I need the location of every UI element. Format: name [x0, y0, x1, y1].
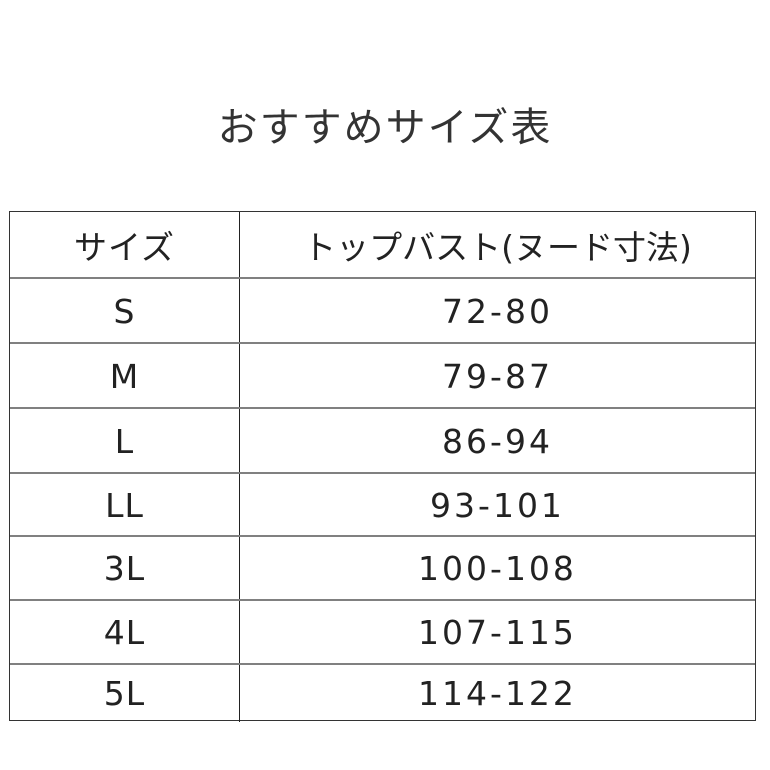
row-divider — [10, 535, 755, 537]
bust-cell: 79-87 — [442, 356, 553, 396]
row-divider — [10, 663, 755, 665]
row-divider — [10, 342, 755, 344]
table-row: M 79-87 — [10, 344, 755, 408]
size-cell: S — [10, 279, 240, 343]
row-divider — [10, 472, 755, 474]
size-cell: M — [10, 344, 240, 408]
table-row: 3L 100-108 — [10, 537, 755, 600]
size-cell: 4L — [10, 601, 240, 664]
table-row: LL 93-101 — [10, 474, 755, 536]
header-size: サイズ — [10, 212, 240, 278]
table-row: S 72-80 — [10, 279, 755, 343]
table-row: 5L 114-122 — [10, 665, 755, 722]
size-table: サイズ トップバスト(ヌード寸法) S 72-80 M 79-87 L 86-94 LL 93… — [9, 211, 756, 722]
bust-cell: 114-122 — [418, 674, 577, 713]
size-cell: 5L — [10, 665, 240, 722]
table-row: 4L 107-115 — [10, 601, 755, 664]
bust-cell: 86-94 — [442, 421, 553, 461]
bust-cell: 72-80 — [442, 291, 553, 331]
row-divider — [10, 277, 755, 279]
table-row: L 86-94 — [10, 409, 755, 473]
row-divider — [10, 599, 755, 601]
header-top-bust: トップバスト(ヌード寸法) — [303, 228, 692, 267]
bust-cell: 107-115 — [418, 613, 577, 652]
table-header-row: サイズ トップバスト(ヌード寸法) — [10, 212, 755, 278]
size-cell: L — [10, 409, 240, 473]
size-cell: 3L — [10, 537, 240, 600]
bust-cell: 100-108 — [418, 549, 577, 588]
page-title: おすすめサイズ表 — [217, 105, 553, 151]
row-divider — [10, 407, 755, 409]
bust-cell: 93-101 — [430, 485, 565, 525]
size-cell: LL — [10, 474, 240, 536]
